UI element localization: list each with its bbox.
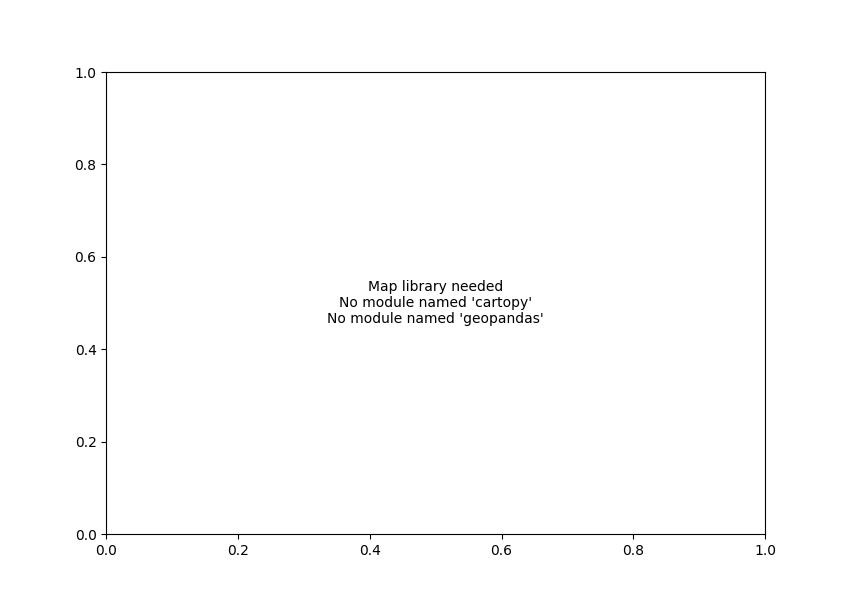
Text: Map library needed
No module named 'cartopy'
No module named 'geopandas': Map library needed No module named 'cart… [327, 280, 544, 326]
